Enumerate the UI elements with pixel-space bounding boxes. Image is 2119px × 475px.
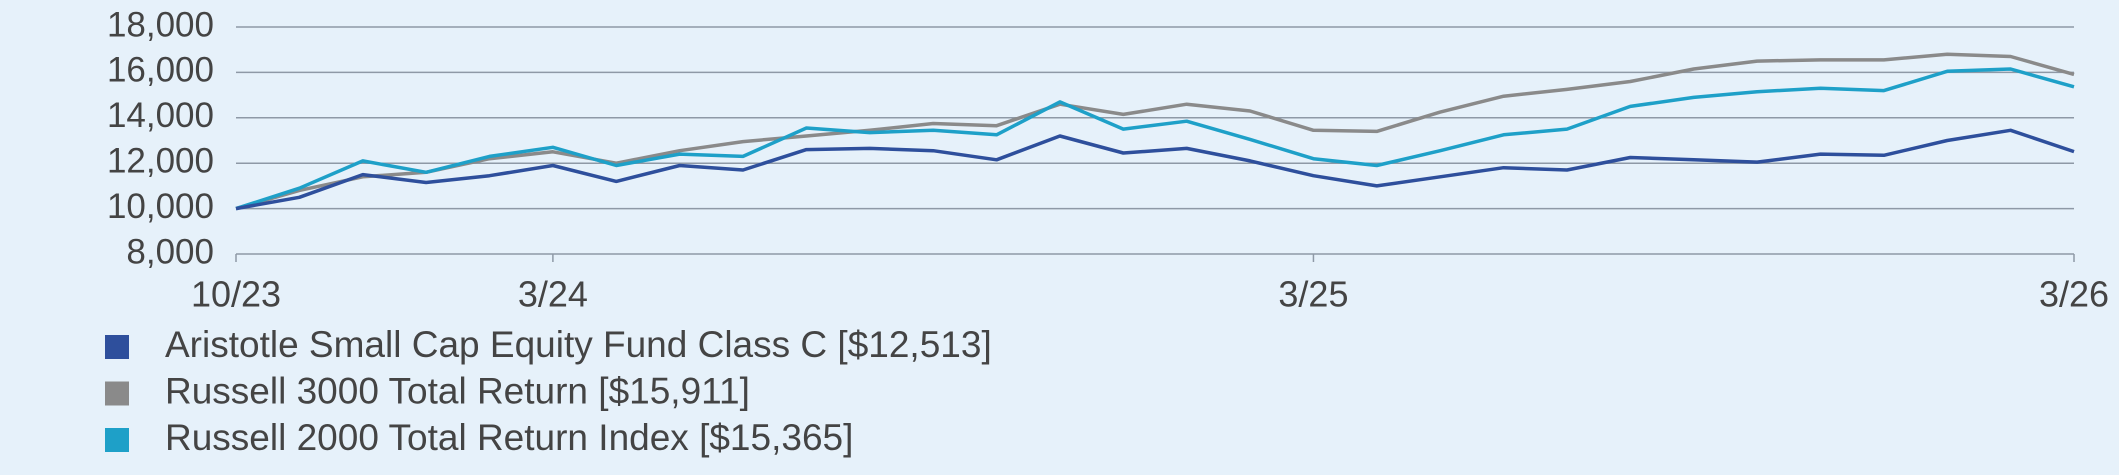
y-tick-label: 18,000 <box>107 5 214 44</box>
legend-label: Russell 2000 Total Return Index [$15,365… <box>165 417 853 458</box>
x-tick-label: 3/24 <box>518 274 588 315</box>
legend-swatch <box>105 381 129 406</box>
legend-label: Russell 3000 Total Return [$15,911] <box>165 370 750 411</box>
x-tick-label: 3/25 <box>1278 274 1348 315</box>
series-line <box>235 67 2075 211</box>
y-tick-label: 8,000 <box>126 232 214 271</box>
y-tick-label: 16,000 <box>107 51 214 90</box>
legend-label: Aristotle Small Cap Equity Fund Class C … <box>165 324 992 365</box>
y-tick-label: 10,000 <box>107 187 214 226</box>
legend-swatch <box>105 335 129 359</box>
y-tick-label: 14,000 <box>107 96 214 135</box>
x-tick-label: 10/23 <box>191 274 281 315</box>
legend-swatch <box>105 428 129 452</box>
series-line <box>235 52 2075 211</box>
y-tick-label: 12,000 <box>107 141 214 180</box>
x-tick-label: 3/26 <box>2039 274 2109 315</box>
series-line <box>235 128 2075 211</box>
